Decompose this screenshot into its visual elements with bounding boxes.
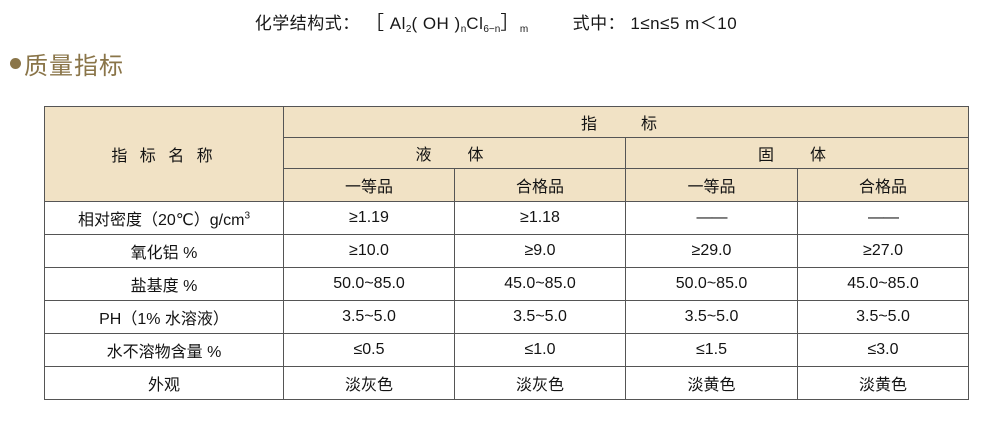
table-header: 指 标 名 称 指 标 液 体 固 体 一等品 合格品 一等品 合格品 <box>44 106 970 202</box>
cell-solid-first: 50.0~85.0 <box>625 267 798 301</box>
cell-liquid-first: 淡灰色 <box>283 366 455 400</box>
formula-cl-subscript: 6−n <box>483 24 501 35</box>
table-row: 水不溶物含量 % ≤0.5 ≤1.0 ≤1.5 ≤3.0 <box>44 333 970 367</box>
table-row: 相对密度（20℃）g/cm3 ≥1.19 ≥1.18 —— —— <box>44 201 970 235</box>
table-row: 外观 淡灰色 淡灰色 淡黄色 淡黄色 <box>44 366 970 400</box>
formula-oh-subscript: n <box>460 24 467 35</box>
cell-liquid-qualified: ≥1.18 <box>454 201 626 235</box>
row-label-cell: 氧化铝 % <box>44 234 284 268</box>
cell-liquid-first: ≤0.5 <box>283 333 455 367</box>
header-state-liquid: 液 体 <box>283 137 626 169</box>
formula-aluminium: Al2 <box>389 14 412 35</box>
cell-liquid-qualified: 淡灰色 <box>454 366 626 400</box>
formula-hydroxide: ( OH )n <box>411 14 467 35</box>
header-indicator-group: 指 标 <box>282 106 970 138</box>
formula-close-bracket: ］m <box>500 13 529 35</box>
cell-liquid-qualified: 3.5~5.0 <box>454 300 626 334</box>
cell-liquid-qualified: 45.0~85.0 <box>454 267 626 301</box>
cell-solid-first: 淡黄色 <box>625 366 798 400</box>
table-row: 氧化铝 % ≥10.0 ≥9.0 ≥29.0 ≥27.0 <box>44 234 970 268</box>
cell-solid-first: ≥29.0 <box>625 234 798 268</box>
cell-liquid-first: ≥10.0 <box>283 234 455 268</box>
table-row: 盐基度 % 50.0~85.0 45.0~85.0 50.0~85.0 45.0… <box>44 267 970 301</box>
chemical-formula-line: 化学结构式： ［ Al2( OH )nCl6−n］m 式中： 1≤n≤5 m＜1… <box>0 8 992 35</box>
formula-open-bracket: ［ <box>365 13 385 34</box>
cell-solid-qualified: 淡黄色 <box>796 366 970 400</box>
section-heading-label: 质量指标 <box>24 53 124 80</box>
formula-condition-value: 1≤n≤5 m＜10 <box>630 14 738 33</box>
quality-spec-table: 指 标 名 称 指 标 液 体 固 体 一等品 合格品 一等品 合格品 相对密度… <box>44 106 970 400</box>
cell-solid-qualified: ≤3.0 <box>796 333 970 367</box>
cell-liquid-first: 3.5~5.0 <box>283 300 455 334</box>
row-label-text: 氧化铝 % <box>130 245 198 262</box>
cell-solid-first: —— <box>625 201 798 235</box>
table-header-row-indicator: 指 标 名 称 指 标 <box>44 106 970 202</box>
formula-chloride: Cl6−n <box>466 14 501 35</box>
row-label-cell: PH（1% 水溶液） <box>44 300 284 334</box>
section-heading: 质量指标 <box>10 46 124 81</box>
bullet-dot-icon <box>10 58 21 69</box>
cell-solid-qualified: ≥27.0 <box>796 234 970 268</box>
header-state-solid: 固 体 <box>624 137 970 169</box>
header-grade-solid-first: 一等品 <box>625 168 798 202</box>
table-header-row-grade: 一等品 合格品 一等品 合格品 <box>45 168 970 202</box>
cell-solid-qualified: 3.5~5.0 <box>796 300 970 334</box>
cell-solid-qualified: 45.0~85.0 <box>796 267 970 301</box>
table-row: PH（1% 水溶液） 3.5~5.0 3.5~5.0 3.5~5.0 3.5~5… <box>44 300 970 334</box>
cell-liquid-first: ≥1.19 <box>283 201 455 235</box>
formula-al-subscript: 2 <box>405 24 412 35</box>
row-label-cell: 相对密度（20℃）g/cm3 <box>44 201 284 235</box>
header-indicator-name: 指 标 名 称 <box>44 106 284 202</box>
header-grade-liquid-qualified: 合格品 <box>454 168 626 202</box>
row-label-text: 相对密度（20℃）g/cm <box>77 212 245 229</box>
cell-liquid-qualified: ≥9.0 <box>454 234 626 268</box>
table-header-row-state: 液 体 固 体 <box>45 137 970 169</box>
formula-condition-label: 式中： <box>572 14 626 33</box>
cell-solid-first: ≤1.5 <box>625 333 798 367</box>
formula-label: 化学结构式： <box>254 14 360 33</box>
row-label-cell: 水不溶物含量 % <box>44 333 284 367</box>
formula-m-subscript: m <box>519 24 529 35</box>
row-label-text: PH（1% 水溶液） <box>99 311 229 328</box>
row-label-text: 盐基度 % <box>130 278 198 295</box>
table-body: 相对密度（20℃）g/cm3 ≥1.19 ≥1.18 —— —— 氧化铝 % ≥… <box>44 201 970 400</box>
row-label-cell: 外观 <box>44 366 284 400</box>
cell-solid-first: 3.5~5.0 <box>625 300 798 334</box>
row-label-superscript: 3 <box>244 210 250 222</box>
cell-liquid-qualified: ≤1.0 <box>454 333 626 367</box>
row-label-text: 外观 <box>147 377 180 394</box>
cell-solid-qualified: —— <box>796 201 970 235</box>
row-label-text: 水不溶物含量 % <box>106 344 222 361</box>
row-label-cell: 盐基度 % <box>44 267 284 301</box>
quality-spec-table-container: 指 标 名 称 指 标 液 体 固 体 一等品 合格品 一等品 合格品 相对密度… <box>44 106 970 400</box>
cell-liquid-first: 50.0~85.0 <box>283 267 455 301</box>
header-grade-solid-qualified: 合格品 <box>796 168 970 202</box>
header-grade-liquid-first: 一等品 <box>283 168 455 202</box>
